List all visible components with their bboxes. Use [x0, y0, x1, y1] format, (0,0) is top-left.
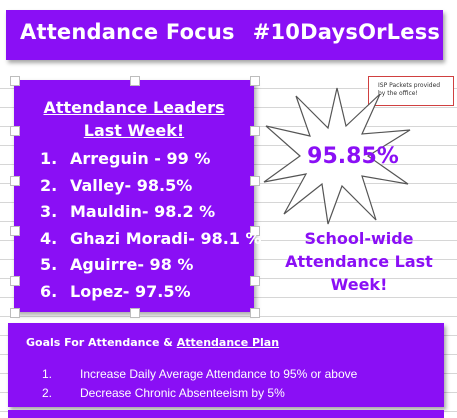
header-banner: Attendance Focus #10DaysOrLess [6, 10, 443, 60]
schoolwide-percentage: 95.85% [307, 144, 399, 169]
list-number: 2. [40, 175, 58, 195]
resize-handle[interactable] [10, 226, 20, 236]
list-text: Ghazi Moradi- 98.1 % [70, 228, 262, 248]
hashtag-text: #10DaysOrLess [252, 20, 441, 44]
resize-handle[interactable] [130, 76, 140, 86]
resize-handle[interactable] [10, 176, 20, 186]
resize-handle[interactable] [130, 308, 140, 318]
title-text: Attendance Focus [20, 20, 235, 44]
list-text: Arreguin - 99 % [70, 149, 211, 168]
list-text: Increase Daily Average Attendance to 95%… [80, 367, 358, 381]
resize-handle[interactable] [250, 308, 260, 318]
list-text: Valley- 98.5% [70, 175, 193, 195]
resize-handle[interactable] [10, 76, 20, 86]
footer-bar [8, 410, 444, 418]
resize-handle[interactable] [250, 176, 260, 186]
list-item: 3. Mauldin- 98.2 % [40, 200, 262, 227]
page-title: Attendance Focus #10DaysOrLess [20, 20, 440, 44]
list-item: 6. Lopez- 97.5% [40, 280, 262, 307]
caption-line: Attendance Last [285, 252, 433, 271]
attendance-leaders-box[interactable]: Attendance Leaders Last Week! 1. Arreguin… [10, 76, 262, 318]
list-number: 3. [40, 202, 58, 221]
goals-heading: Goals For Attendance & Attendance Plan [26, 336, 279, 349]
leaders-heading-line: Attendance Leaders [43, 98, 225, 117]
list-number: 1. [40, 149, 58, 168]
resize-handle[interactable] [250, 126, 260, 136]
leaders-heading-line: Last Week! [83, 121, 185, 140]
sticky-note: ISP Packets provided by the office! [368, 76, 454, 106]
starburst-shape [263, 87, 411, 225]
list-number: 5. [40, 255, 58, 274]
resize-handle[interactable] [250, 226, 260, 236]
list-item: 5. Aguirre- 98 % [40, 253, 262, 280]
starburst-outline [263, 87, 411, 225]
resize-handle[interactable] [250, 76, 260, 86]
leaders-list: 1. Arreguin - 99 % 2. Valley- 98.5% 3. Maul… [40, 147, 262, 306]
list-text: Aguirre- 98 % [70, 255, 194, 274]
leaders-heading: Attendance Leaders Last Week! [14, 96, 254, 142]
list-item: 1. Increase Daily Average Attendance to 9… [42, 365, 357, 384]
attendance-plan-link[interactable]: Attendance Plan [176, 336, 280, 349]
list-item: 4. Ghazi Moradi- 98.1 % [40, 227, 262, 254]
resize-handle[interactable] [10, 276, 20, 286]
resize-handle[interactable] [10, 308, 20, 318]
list-text: Lopez- 97.5% [70, 281, 191, 301]
caption-line: Week! [330, 275, 388, 294]
list-item: 1. Arreguin - 99 % [40, 147, 262, 174]
list-number: 1. [42, 367, 53, 381]
list-number: 4. [40, 228, 58, 248]
goals-heading-text: Goals For Attendance & [26, 336, 177, 349]
goals-list: 1. Increase Daily Average Attendance to 9… [42, 365, 357, 403]
list-number: 2. [42, 386, 53, 400]
resize-handle[interactable] [250, 276, 260, 286]
list-text: Decrease Chronic Absenteeism by 5% [80, 386, 285, 400]
list-text: Mauldin- 98.2 % [70, 202, 216, 221]
list-item: 2. Decrease Chronic Absenteeism by 5% [42, 384, 357, 403]
caption-line: School-wide [304, 229, 414, 248]
goals-box: Goals For Attendance & Attendance Plan 1… [8, 323, 444, 407]
list-item: 2. Valley- 98.5% [40, 174, 262, 201]
list-number: 6. [40, 281, 58, 301]
schoolwide-caption: School-wide Attendance Last Week! [276, 227, 442, 296]
resize-handle[interactable] [10, 126, 20, 136]
